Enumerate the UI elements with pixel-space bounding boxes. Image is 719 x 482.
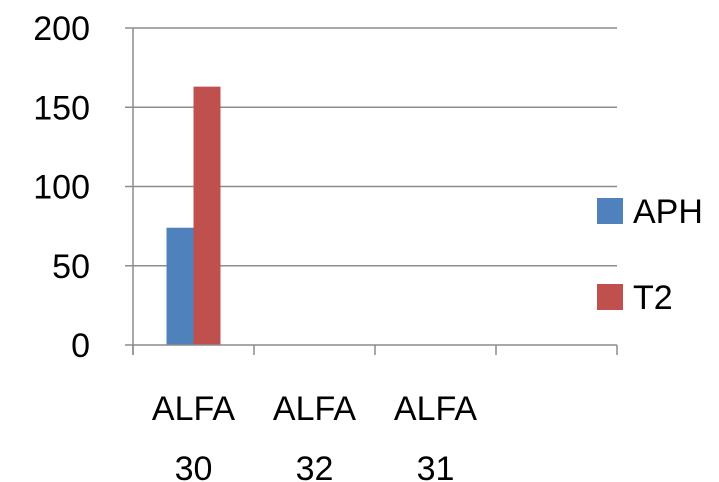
axes [125,27,618,355]
y-tick-label: 150 [33,89,90,127]
x-tick-label: 31 [417,450,455,482]
y-tick-label: 0 [71,327,90,365]
legend: APH T2 [597,193,703,317]
legend-swatch-t2 [597,284,623,310]
bar-t2-0 [193,86,221,346]
x-tick-label: 32 [296,450,334,482]
x-tick-label: ALFA [394,390,477,428]
x-tick-label: ALFA [152,390,235,428]
y-tick-label: 100 [33,169,90,207]
legend-label: APH [633,193,703,231]
y-tick-label: 200 [33,10,90,48]
y-tick-labels: 0 50 100 150 200 [33,10,90,365]
x-tick-labels: ALFA 30 ALFA 32 ALFA 31 [152,390,477,482]
legend-swatch-aph [597,198,623,224]
legend-label: T2 [633,279,673,317]
bars [166,86,221,346]
x-tick-label: ALFA [273,390,356,428]
y-tick-label: 50 [52,248,90,286]
bar-aph-0 [166,227,194,345]
x-tick-label: 30 [175,450,213,482]
